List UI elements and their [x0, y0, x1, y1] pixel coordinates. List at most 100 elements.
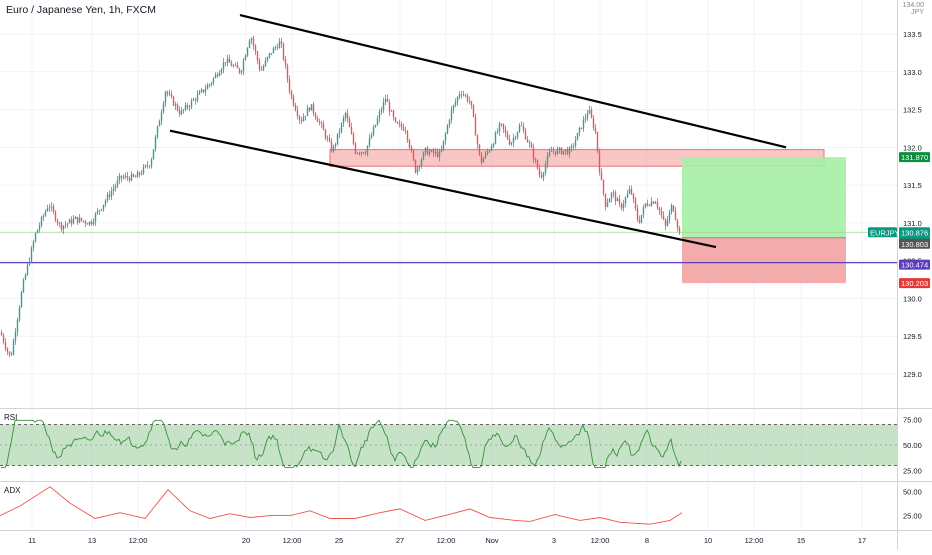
- candle-body-174: [348, 119, 351, 128]
- candle-body-311: [622, 203, 625, 209]
- candle-body-56: [112, 188, 115, 192]
- candle-body-117: [234, 64, 237, 66]
- candle-body-143: [286, 65, 289, 80]
- candle-body-235: [470, 101, 473, 106]
- price-label-bg-symbol: [868, 227, 897, 238]
- candle-body-17: [34, 233, 37, 242]
- candle-body-70: [140, 173, 143, 175]
- candle-body-120: [240, 71, 243, 73]
- candle-body-261: [522, 125, 525, 131]
- candle-body-57: [114, 185, 117, 189]
- candle-body-90: [180, 110, 183, 115]
- candle-body-305: [610, 193, 613, 199]
- axes: 75.00 50.00 25.00 50.00 25.00 133.5 133.0 132.5…: [28, 30, 930, 545]
- candle-body-14: [28, 261, 31, 265]
- candle-body-75: [150, 159, 153, 167]
- corner-bottom-label: JPY: [911, 9, 924, 16]
- candle-body-267: [534, 159, 537, 161]
- candle-body-115: [230, 62, 233, 67]
- time-label-3: 20: [242, 536, 250, 545]
- candle-body-35: [70, 219, 73, 224]
- candle-body-270: [540, 175, 543, 178]
- candle-body-151: [302, 117, 305, 122]
- candle-body-274: [548, 151, 551, 157]
- candle-body-298: [596, 131, 599, 152]
- price-label-line: 130.474: [901, 261, 928, 270]
- price-label-bg-entry: [899, 238, 930, 249]
- candle-body-18: [36, 229, 39, 234]
- candle-body-157: [314, 113, 317, 118]
- candle-body-195: [390, 110, 393, 112]
- candle-body-91: [182, 109, 185, 111]
- candle-body-320: [640, 214, 643, 223]
- candle-body-140: [280, 41, 283, 44]
- candle-body-160: [320, 122, 323, 124]
- candle-body-238: [476, 135, 479, 145]
- candle-body-196: [392, 110, 395, 118]
- candle-body-302: [604, 193, 607, 207]
- candle-body-326: [652, 201, 655, 204]
- candle-body-297: [594, 128, 597, 132]
- price-label-bg-line: [899, 259, 930, 270]
- candle-body-291: [582, 119, 585, 129]
- candle-body-339: [678, 227, 681, 233]
- candle-body-153: [306, 107, 309, 116]
- candle-body-37: [74, 216, 77, 220]
- candle-body-9: [18, 307, 21, 320]
- price-tick-0: 133.5: [903, 30, 922, 39]
- candle-body-285: [570, 146, 573, 148]
- candle-body-76: [152, 149, 155, 160]
- candle-body-323: [646, 203, 649, 206]
- adx-tick-0: 50.00: [903, 488, 922, 497]
- candles: [0, 36, 681, 358]
- candle-body-192: [384, 98, 387, 102]
- candle-body-299: [598, 151, 601, 172]
- candle-body-170: [340, 123, 343, 133]
- candle-body-84: [168, 93, 171, 95]
- candle-body-194: [388, 102, 391, 112]
- candle-body-61: [122, 177, 125, 178]
- candle-body-26: [52, 206, 55, 212]
- candle-body-119: [238, 68, 241, 73]
- candle-body-48: [96, 210, 99, 214]
- candle-body-202: [404, 130, 407, 132]
- candle-body-139: [278, 41, 281, 49]
- candle-body-276: [552, 151, 555, 152]
- candle-body-328: [656, 202, 659, 208]
- candle-body-254: [508, 138, 511, 145]
- candle-body-42: [84, 221, 87, 224]
- candle-body-29: [58, 222, 61, 224]
- candle-body-262: [524, 130, 527, 140]
- price-label-stop: 130.203: [901, 279, 928, 288]
- time-label-2: 12:00: [129, 536, 148, 545]
- candle-body-83: [166, 91, 169, 94]
- candle-body-20: [40, 217, 43, 226]
- candle-body-301: [602, 180, 605, 194]
- candle-body-272: [544, 164, 547, 173]
- candle-body-306: [612, 192, 615, 194]
- candle-body-72: [144, 165, 147, 167]
- candle-body-234: [468, 100, 471, 102]
- candle-body-321: [642, 207, 645, 215]
- candle-body-180: [360, 152, 363, 154]
- candle-body-219: [438, 151, 441, 157]
- candle-body-73: [146, 165, 149, 167]
- candle-body-95: [190, 100, 193, 107]
- candle-body-156: [312, 104, 315, 114]
- candle-body-112: [224, 62, 227, 64]
- candle-body-252: [504, 129, 507, 133]
- candle-body-60: [120, 175, 123, 178]
- candle-body-173: [346, 112, 349, 120]
- candle-body-244: [488, 150, 491, 152]
- candle-body-142: [284, 59, 287, 66]
- candle-body-281: [562, 151, 565, 155]
- candle-body-175: [350, 127, 353, 135]
- time-label-5: 25: [335, 536, 343, 545]
- candle-body-154: [308, 107, 311, 111]
- candle-body-155: [310, 104, 313, 111]
- candle-body-221: [442, 140, 445, 150]
- axis-corner-label: 134.00 JPY: [903, 2, 924, 16]
- candle-body-232: [464, 94, 467, 96]
- candle-body-125: [250, 38, 253, 41]
